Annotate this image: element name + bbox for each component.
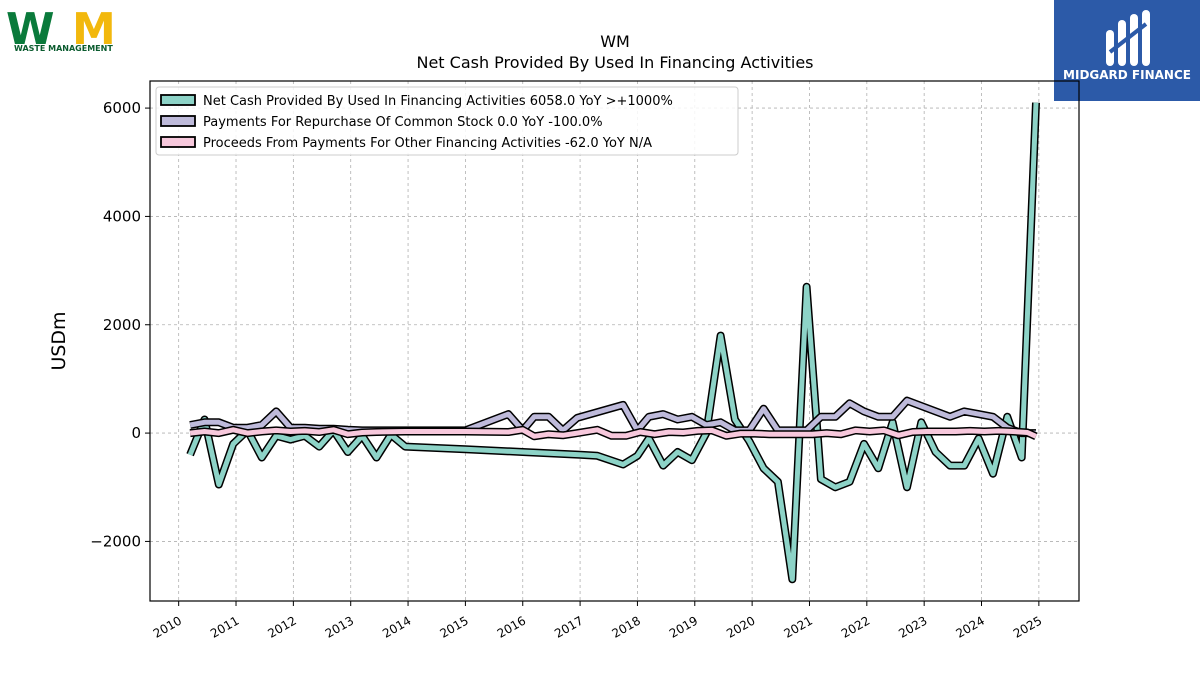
x-tick-label: 2011 — [208, 613, 241, 640]
legend-label-2: Payments For Repurchase Of Common Stock … — [203, 115, 603, 130]
x-tick-label: 2021 — [782, 613, 815, 640]
series-layer — [186, 102, 1040, 584]
chart-title: WM — [600, 32, 630, 51]
series-line-1 — [187, 102, 1039, 582]
publisher-logo-mark-icon — [1106, 10, 1150, 66]
legend-box — [155, 86, 739, 156]
y-tick-label: 2000 — [103, 316, 141, 334]
x-tick-label: 2017 — [552, 613, 585, 640]
publisher-logo-text: MIDGARD FINANCE — [1063, 68, 1191, 82]
x-tick-label: 2019 — [667, 613, 700, 640]
company-logo-subtext: WASTE MANAGEMENT — [14, 44, 113, 53]
legend-label-1: Net Cash Provided By Used In Financing A… — [203, 94, 673, 109]
x-tick-label: 2016 — [495, 613, 528, 640]
legend-swatch-3 — [160, 136, 196, 148]
x-tick-label: 2020 — [724, 613, 757, 640]
x-axis: 2010 2011 2012 2013 2014 2015 2016 2017 2018 2019… — [151, 601, 1044, 641]
series-line-3 — [189, 427, 1038, 439]
x-tick-label: 2014 — [380, 613, 413, 640]
x-tick-label: 2023 — [896, 613, 929, 640]
plot-frame — [149, 80, 1080, 602]
y-tick-label: −2000 — [90, 532, 141, 550]
x-tick-label: 2022 — [839, 613, 872, 640]
company-logo: W M WASTE MANAGEMENT — [6, 4, 116, 55]
x-tick-label: 2010 — [151, 613, 184, 640]
x-tick-label: 2015 — [437, 613, 470, 640]
y-axis: −2000 0 2000 4000 6000 — [90, 99, 150, 550]
x-tick-label: 2024 — [954, 613, 987, 640]
company-logo-m: M — [72, 4, 116, 55]
company-logo-w: W — [6, 4, 55, 55]
y-tick-label: 6000 — [103, 99, 141, 117]
legend-swatch-2 — [160, 115, 196, 127]
series-outline-1 — [186, 102, 1040, 584]
legend: Net Cash Provided By Used In Financing A… — [155, 86, 739, 156]
publisher-logo: MIDGARD FINANCE — [1054, 0, 1200, 101]
chart-subtitle: Net Cash Provided By Used In Financing A… — [416, 53, 813, 72]
x-tick-label: 2012 — [265, 613, 298, 640]
x-tick-label: 2013 — [323, 613, 356, 640]
legend-label-3: Proceeds From Payments For Other Financi… — [203, 136, 652, 151]
grid-lines — [150, 81, 1079, 601]
y-axis-label: USDm — [48, 311, 70, 370]
x-tick-label: 2025 — [1011, 613, 1044, 640]
y-tick-label: 0 — [131, 424, 141, 442]
y-tick-label: 4000 — [103, 207, 141, 225]
x-tick-label: 2018 — [609, 613, 642, 640]
legend-swatch-1 — [160, 94, 196, 106]
